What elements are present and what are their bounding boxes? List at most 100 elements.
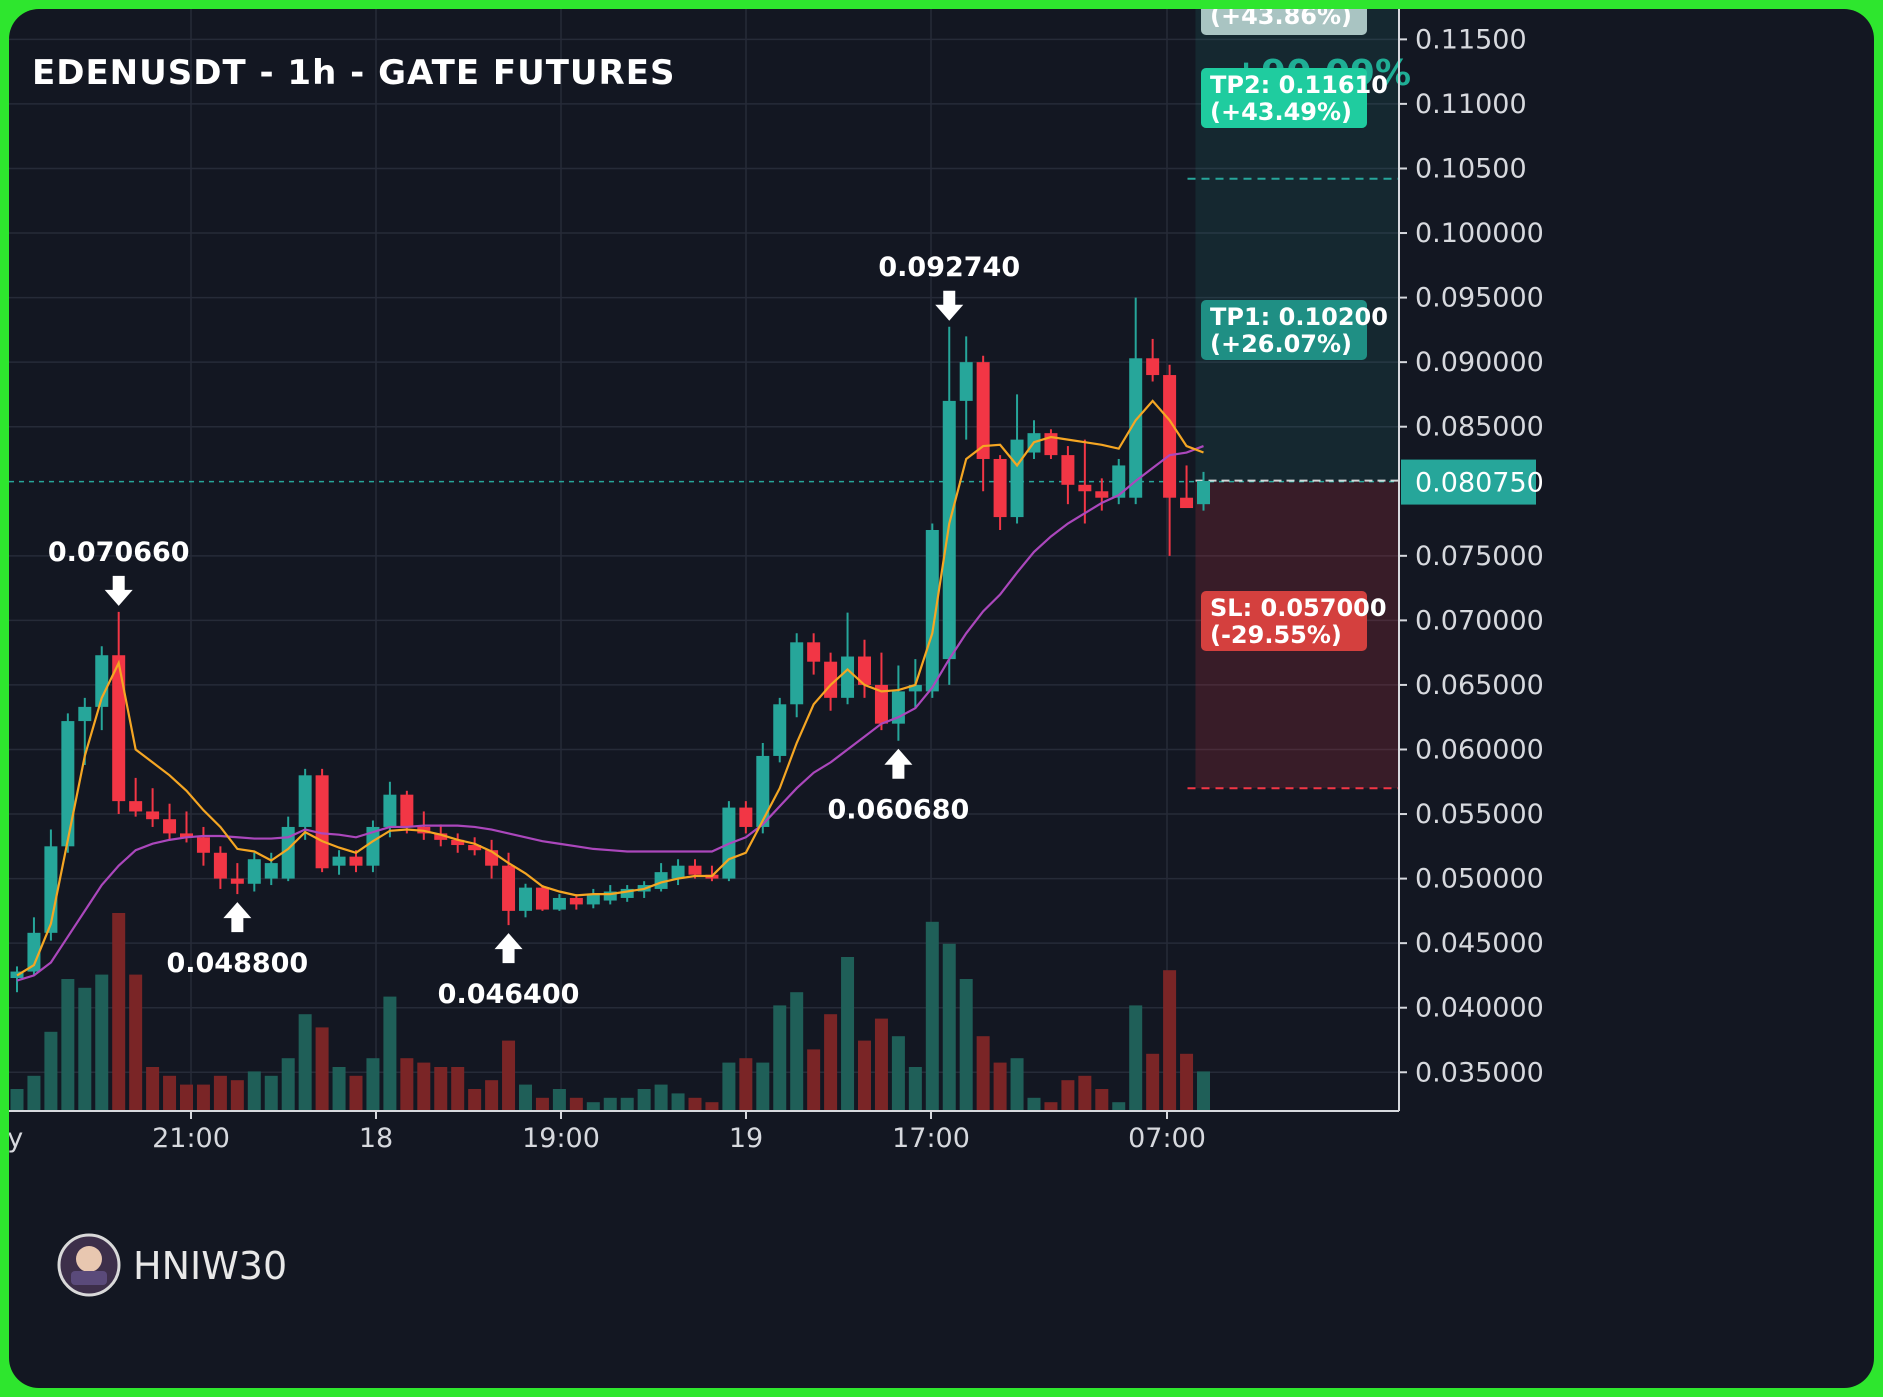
volume-bar [349, 1075, 363, 1111]
time-tick-label: 19:00 [522, 1123, 600, 1154]
volume-bar [383, 996, 397, 1111]
volume-bar [722, 1062, 736, 1111]
candle[interactable] [959, 336, 973, 440]
price-tick-label: 0.100000 [1415, 218, 1544, 249]
current-price-badge[interactable]: 0.080750 [1401, 459, 1544, 505]
sl-label-line2: (-29.55%) [1210, 621, 1342, 649]
candle[interactable] [468, 837, 482, 856]
candle[interactable] [112, 611, 126, 815]
candle[interactable] [552, 894, 566, 911]
volume-bar [841, 957, 855, 1111]
volume-bar [163, 1075, 177, 1111]
volume-bar [485, 1080, 499, 1111]
candle[interactable] [1095, 478, 1109, 511]
candle-body [756, 755, 770, 827]
candle[interactable] [1129, 297, 1143, 505]
candle[interactable] [485, 839, 499, 879]
time-tick-label: 07:00 [1128, 1123, 1206, 1154]
annotation-label: 0.070660 [48, 537, 190, 568]
candle[interactable] [146, 788, 160, 827]
price-tick-label: 0.075000 [1415, 541, 1544, 572]
volume-bar [688, 1097, 702, 1111]
volume-bar [112, 913, 126, 1111]
candle[interactable] [230, 863, 244, 895]
volume-bar [332, 1067, 346, 1111]
candle[interactable] [61, 713, 75, 853]
candle-body [976, 362, 990, 459]
volume-bar [27, 1075, 41, 1111]
time-tick-label: 18 [359, 1123, 393, 1154]
candle[interactable] [1180, 465, 1194, 509]
candle-body [383, 794, 397, 827]
candle[interactable] [196, 826, 210, 866]
volume-bar [959, 979, 973, 1111]
candle-body [264, 863, 278, 879]
candle-body [95, 655, 109, 707]
candle[interactable] [213, 846, 227, 889]
candle[interactable] [807, 633, 821, 675]
candle[interactable] [366, 820, 380, 873]
candle[interactable] [298, 768, 312, 840]
volume-bar [858, 1040, 871, 1111]
time-axis[interactable]: ay 21:00 18 19:00 19 17:00 07:00 [9, 1110, 1399, 1154]
grid [9, 9, 1399, 1111]
volume-bar [434, 1067, 448, 1111]
volume-bar [1061, 1080, 1075, 1111]
volume-bar [180, 1084, 193, 1111]
candle[interactable] [95, 646, 109, 731]
tp-extra-box [1201, 9, 1367, 35]
candle[interactable] [841, 612, 855, 705]
candle[interactable] [315, 768, 329, 873]
volume-bar [10, 1089, 24, 1111]
candle-body [230, 878, 244, 884]
candle[interactable] [1146, 338, 1160, 382]
volume-bar [790, 992, 804, 1111]
candle[interactable] [1197, 471, 1210, 511]
candle[interactable] [451, 833, 465, 853]
candle[interactable] [502, 852, 516, 926]
volume-bar [671, 1093, 685, 1111]
candle[interactable] [535, 885, 549, 911]
price-tick-label: 0.055000 [1415, 799, 1544, 830]
candle[interactable] [1061, 446, 1075, 505]
candle-body [586, 894, 600, 905]
candle[interactable] [586, 888, 600, 909]
candle[interactable] [620, 885, 634, 902]
candle-body [1078, 484, 1092, 492]
candle[interactable] [1112, 458, 1126, 505]
candle[interactable] [671, 859, 685, 886]
candle[interactable] [790, 633, 804, 718]
price-axis[interactable]: 0.11500 0.11000 0.10500 0.100000 0.095000 0.0… [1398, 9, 1544, 1111]
candle-body [112, 655, 126, 802]
candle[interactable] [773, 697, 787, 763]
candle-body [807, 642, 821, 662]
candlestick-chart[interactable]: 0.070660 0.048800 0.046400 0.092740 0.060680… [9, 9, 1874, 1388]
candle[interactable] [739, 801, 753, 834]
candle[interactable] [976, 355, 990, 492]
candle[interactable] [891, 665, 905, 741]
candle[interactable] [163, 803, 177, 840]
candle-body [129, 801, 143, 812]
volume-bar [298, 1014, 312, 1111]
candle[interactable] [519, 883, 532, 918]
candle[interactable] [993, 455, 1007, 530]
volume-bar [976, 1036, 990, 1111]
volume-bar [535, 1097, 549, 1111]
tp1-label-line2: (+26.07%) [1210, 330, 1352, 358]
volume-bar [807, 1049, 821, 1111]
candle[interactable] [1163, 364, 1177, 556]
candle[interactable] [247, 852, 261, 892]
price-tick-label: 0.095000 [1415, 283, 1544, 314]
sl-label-line1: SL: 0.057000 [1210, 594, 1387, 622]
candle[interactable] [654, 863, 668, 892]
candle[interactable] [332, 850, 346, 875]
candle[interactable] [569, 894, 583, 910]
candle[interactable] [1078, 439, 1092, 524]
volume-bar [400, 1058, 414, 1111]
candle[interactable] [1010, 394, 1024, 524]
candle[interactable] [129, 777, 143, 817]
candle[interactable] [264, 852, 278, 886]
candle[interactable] [858, 639, 871, 698]
candle[interactable] [925, 523, 939, 698]
candle[interactable] [1044, 429, 1058, 459]
